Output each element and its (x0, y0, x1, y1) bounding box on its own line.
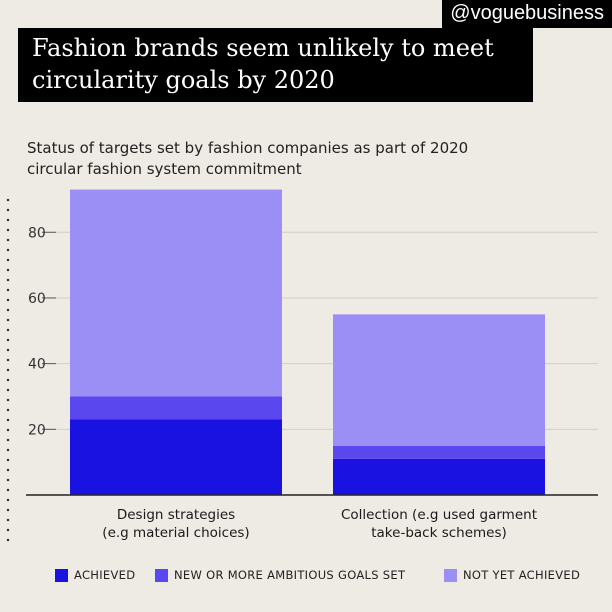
decorative-dot-column (4, 195, 12, 545)
title-banner: Fashion brands seem unlikely to meet cir… (18, 28, 533, 102)
chart-subtitle: Status of targets set by fashion compani… (27, 138, 468, 180)
title-line-2: circularity goals by 2020 (32, 66, 335, 94)
legend-label-new-goals: NEW OR MORE AMBITIOUS GOALS SET (174, 568, 406, 582)
title-line-1: Fashion brands seem unlikely to meet (32, 34, 494, 62)
legend-swatch-new-goals (155, 568, 168, 582)
legend-item-new-goals: NEW OR MORE AMBITIOUS GOALS SET (155, 568, 405, 582)
y-tick-label-20: 20 (28, 422, 46, 438)
y-tick-label-40: 40 (28, 357, 46, 373)
legend-swatch-achieved (55, 568, 68, 582)
bar-0-not-yet-achieved (70, 189, 282, 397)
x-category-label-1-1: take-back schemes) (371, 525, 507, 541)
legend-item-not-yet: NOT YET ACHIEVED (444, 568, 580, 582)
source-handle: @voguebusiness (442, 0, 612, 28)
x-category-label-0-1: (e.g material choices) (102, 525, 249, 541)
subtitle-line-1: Status of targets set by fashion compani… (27, 139, 469, 157)
legend-swatch-not-yet (444, 568, 457, 582)
bar-0-new-or-more-ambitious-goals-set (70, 396, 282, 420)
y-tick-label-80: 80 (28, 225, 46, 241)
bar-1-new-or-more-ambitious-goals-set (333, 445, 545, 459)
x-category-label-0-0: Design strategies (117, 507, 235, 523)
bar-0-achieved (70, 419, 282, 495)
bar-1-not-yet-achieved (333, 314, 545, 446)
legend-label-achieved: ACHIEVED (74, 568, 136, 582)
x-category-label-1-0: Collection (e.g used garment (341, 507, 537, 523)
legend-label-not-yet: NOT YET ACHIEVED (463, 568, 581, 582)
legend-item-achieved: ACHIEVED (55, 568, 135, 582)
bar-1-achieved (333, 458, 545, 495)
chart-legend: ACHIEVED NEW OR MORE AMBITIOUS GOALS SET… (0, 568, 612, 592)
subtitle-line-2: circular fashion system commitment (27, 160, 302, 178)
y-tick-label-60: 60 (28, 291, 46, 307)
